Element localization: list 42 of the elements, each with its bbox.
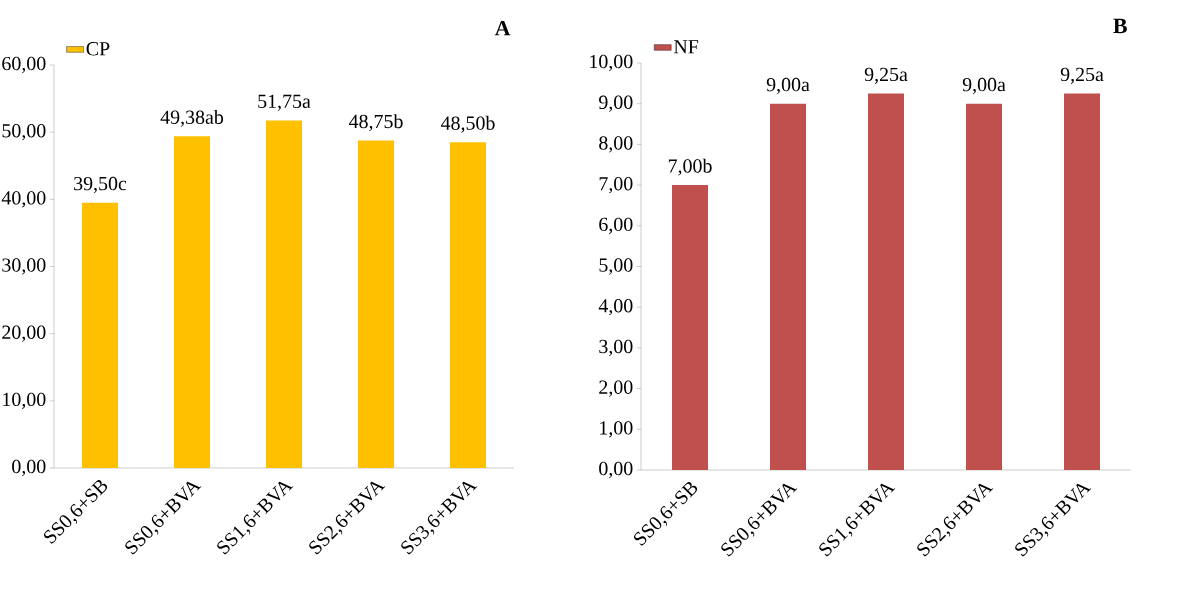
bar <box>450 142 486 468</box>
y-tick-label: 4,00 <box>598 299 633 316</box>
data-label: 7,00b <box>668 158 712 176</box>
y-tick-label: 1,00 <box>600 421 633 438</box>
legend-label: CP <box>86 42 110 56</box>
y-tick-label: 0,00 <box>599 461 633 479</box>
y-tick-label: 0,00 <box>12 459 46 477</box>
y-tick-label: 5,00 <box>599 258 633 275</box>
bar <box>966 103 1003 470</box>
y-tick-label: 9,00 <box>599 95 633 112</box>
bar <box>266 120 302 468</box>
bar <box>358 140 394 468</box>
bar <box>82 202 118 468</box>
data-label: 49,38ab <box>160 109 224 127</box>
bar <box>672 185 709 470</box>
y-tick-label: 8,00 <box>599 136 633 153</box>
y-tick-label: 30,00 <box>2 258 46 275</box>
y-tick-label: 2,00 <box>599 380 633 397</box>
y-tick-label: 20,00 <box>2 325 46 342</box>
chart-title: A <box>494 20 511 36</box>
y-tick-label: 10,00 <box>590 54 633 72</box>
data-label: 51,75a <box>258 94 311 111</box>
bar <box>868 93 905 470</box>
bar <box>1064 93 1101 470</box>
bar <box>174 136 210 468</box>
y-tick-label: 10,00 <box>3 392 46 409</box>
y-tick-label: 60,00 <box>2 56 46 74</box>
y-tick-label: 40,00 <box>1 191 46 208</box>
data-label: 39,50c <box>74 176 127 194</box>
y-tick-label: 6,00 <box>599 217 633 234</box>
y-tick-label: 50,00 <box>2 124 46 141</box>
legend-label: NF <box>673 40 699 54</box>
bar <box>770 103 807 470</box>
y-tick-label: 3,00 <box>599 339 633 357</box>
data-label: 9,25a <box>864 67 908 84</box>
data-label: 48,50b <box>441 115 495 133</box>
chart-title: B <box>1113 18 1127 34</box>
data-label: 48,75b <box>349 114 403 132</box>
y-tick-label: 7,00 <box>599 176 633 194</box>
data-label: 9,00a <box>962 77 1006 95</box>
data-label: 9,25a <box>1060 67 1104 84</box>
data-label: 9,00a <box>766 77 810 95</box>
